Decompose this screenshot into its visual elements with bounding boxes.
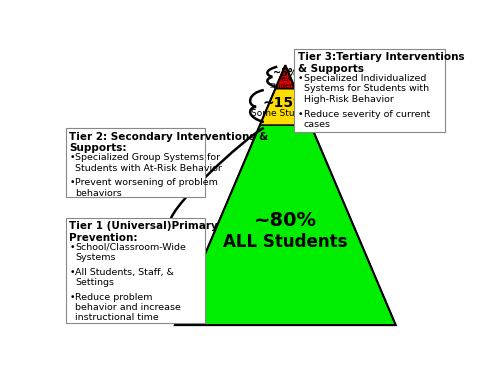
Text: Tier 1 (Universal)Primary
Prevention:: Tier 1 (Universal)Primary Prevention: bbox=[70, 221, 218, 243]
Text: ALL Students: ALL Students bbox=[223, 232, 348, 250]
Text: Some Students: Some Students bbox=[251, 109, 320, 118]
Text: Prevent worsening of problem
behaviors: Prevent worsening of problem behaviors bbox=[76, 178, 218, 198]
Text: •: • bbox=[70, 178, 75, 187]
FancyBboxPatch shape bbox=[66, 217, 204, 323]
Text: •: • bbox=[298, 74, 304, 83]
Text: Tier 2: Secondary Interventions &
Supports:: Tier 2: Secondary Interventions & Suppor… bbox=[70, 132, 268, 153]
Text: Few
Students: Few Students bbox=[270, 76, 301, 89]
Text: ~80%: ~80% bbox=[254, 211, 317, 230]
Text: School/Classroom-Wide
Systems: School/Classroom-Wide Systems bbox=[76, 243, 186, 262]
Text: Specialized Individualized
Systems for Students with
High-Risk Behavior: Specialized Individualized Systems for S… bbox=[304, 74, 429, 104]
Text: ~5%: ~5% bbox=[273, 69, 297, 78]
Polygon shape bbox=[260, 88, 310, 125]
FancyBboxPatch shape bbox=[66, 128, 204, 197]
Text: All Students, Staff, &
Settings: All Students, Staff, & Settings bbox=[76, 268, 174, 287]
Text: •: • bbox=[298, 110, 304, 118]
Text: Reduce severity of current
cases: Reduce severity of current cases bbox=[304, 110, 430, 129]
FancyBboxPatch shape bbox=[294, 49, 445, 132]
Text: ~15%: ~15% bbox=[263, 96, 308, 110]
Text: Reduce problem
behavior and increase
instructional time: Reduce problem behavior and increase ins… bbox=[76, 292, 181, 322]
Text: •: • bbox=[70, 243, 75, 252]
Text: •: • bbox=[70, 268, 75, 277]
Text: Specialized Group Systems for
Students with At-Risk Behavior: Specialized Group Systems for Students w… bbox=[76, 153, 222, 173]
Text: •: • bbox=[70, 153, 75, 162]
Text: •: • bbox=[70, 292, 75, 302]
Polygon shape bbox=[175, 125, 396, 325]
Text: Tier 3:Tertiary Interventions
& Supports: Tier 3:Tertiary Interventions & Supports bbox=[298, 52, 464, 74]
Polygon shape bbox=[276, 65, 295, 88]
